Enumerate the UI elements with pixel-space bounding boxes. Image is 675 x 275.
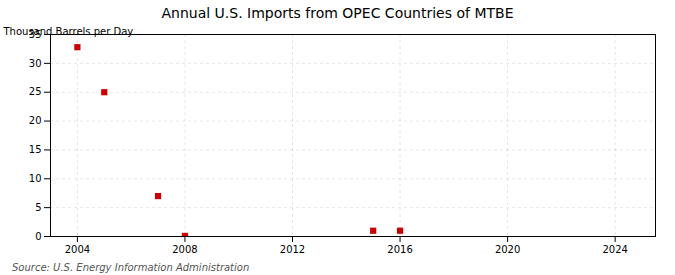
svg-text:0: 0 (35, 231, 41, 242)
svg-text:2008: 2008 (172, 244, 197, 255)
svg-text:30: 30 (29, 58, 42, 69)
svg-text:2004: 2004 (65, 244, 90, 255)
svg-text:5: 5 (35, 202, 41, 213)
svg-text:2020: 2020 (495, 244, 520, 255)
svg-text:20: 20 (29, 115, 42, 126)
svg-text:10: 10 (29, 173, 42, 184)
svg-text:Thousand Barrels per Day: Thousand Barrels per Day (3, 25, 134, 37)
svg-text:15: 15 (29, 144, 42, 155)
svg-text:2024: 2024 (602, 244, 627, 255)
html-text:Source: U.S. Energy Informatio: Source: U.S. Energy Information Administ… (12, 262, 250, 273)
svg-text:2016: 2016 (387, 244, 412, 255)
svg-text:2012: 2012 (280, 244, 305, 255)
svg-text:25: 25 (29, 86, 42, 97)
html-text:Annual U.S. Imports from OPEC: Annual U.S. Imports from OPEC Countries … (161, 5, 514, 21)
